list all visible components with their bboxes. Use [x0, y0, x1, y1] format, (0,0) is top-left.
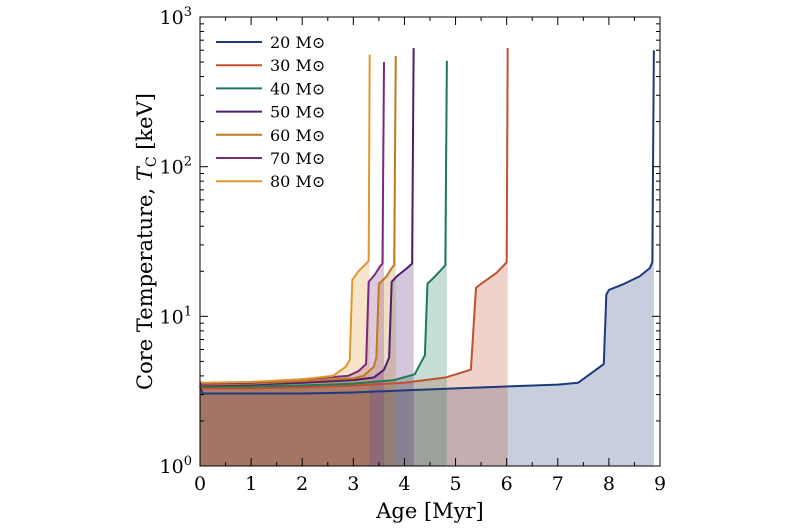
legend-label-80: 80 M⊙ [270, 172, 325, 191]
y-tick-label: 100 [160, 454, 192, 478]
legend-label-30: 30 M⊙ [270, 56, 325, 75]
area-fill-20 [200, 50, 654, 466]
series-line-20 [199, 50, 655, 395]
y-tick-label: 102 [160, 155, 192, 179]
area-fill-30 [200, 48, 508, 466]
y-axis-label-prefix: Core Temperature, [133, 181, 157, 390]
x-tick-label: 6 [501, 473, 513, 495]
x-tick-label: 9 [654, 473, 666, 495]
x-tick-label: 8 [603, 473, 615, 495]
series-line-80 [199, 54, 371, 384]
y-axis-label: Core Temperature, TC [keV] [133, 93, 160, 390]
x-tick-label: 2 [296, 473, 308, 495]
x-axis-label: Age [Myr] [375, 499, 484, 523]
axis-ticks [199, 16, 661, 467]
y-tick-label: 101 [160, 304, 192, 328]
legend-label-50: 50 M⊙ [270, 103, 325, 122]
area-fill-60 [200, 55, 396, 467]
area-fills [200, 48, 654, 467]
legend-label-70: 70 M⊙ [270, 149, 325, 168]
x-tick-label: 4 [398, 473, 410, 495]
x-tick-label: 5 [450, 473, 462, 495]
y-axis-label-symbol: T [133, 165, 157, 181]
legend: 20 M⊙ 30 M⊙ 40 M⊙ 50 M⊙ 60 M⊙ 70 M⊙ 80 M⊙ [216, 33, 325, 191]
y-axis-label-unit: [keV] [133, 93, 157, 156]
legend-label-60: 60 M⊙ [270, 126, 325, 145]
x-tick-label: 7 [552, 473, 564, 495]
series-line-40 [199, 60, 448, 388]
y-tick-label: 103 [160, 5, 192, 29]
x-tick-label: 0 [194, 473, 206, 495]
tick-labels: 0 1 2 3 4 5 6 7 8 9 100 101 102 103 [160, 5, 667, 495]
legend-label-20: 20 M⊙ [270, 33, 325, 52]
y-axis-label-subscript: C [144, 156, 160, 167]
legend-label-40: 40 M⊙ [270, 79, 325, 98]
x-tick-label: 1 [245, 473, 257, 495]
series-line-30 [199, 48, 509, 390]
x-tick-label: 3 [347, 473, 359, 495]
area-fill-50 [200, 48, 414, 466]
series-lines [199, 48, 655, 395]
